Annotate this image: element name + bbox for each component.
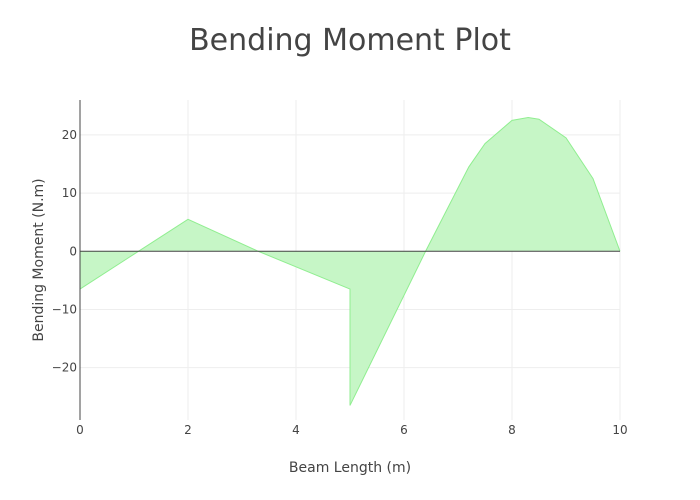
x-tick-label: 8 xyxy=(508,423,516,437)
x-axis-label: Beam Length (m) xyxy=(289,460,411,476)
moment-line xyxy=(79,116,621,406)
x-tick-label: 4 xyxy=(292,423,300,437)
y-tick-label: 20 xyxy=(62,128,77,142)
x-tick-label: 2 xyxy=(184,423,192,437)
moment-area-fill xyxy=(80,117,620,406)
x-tick-label: 10 xyxy=(612,423,627,437)
y-tick-label: 10 xyxy=(62,186,77,200)
y-tick-label: −10 xyxy=(52,302,77,316)
tick-labels: 0 2 4 6 8 10 −20 −10 0 10 20 xyxy=(52,128,628,437)
chart-title: Bending Moment Plot xyxy=(189,23,511,58)
axes xyxy=(79,100,620,420)
y-tick-label: 0 xyxy=(69,244,77,258)
x-tick-label: 0 xyxy=(76,423,84,437)
plot-area xyxy=(79,116,621,406)
y-axis-label: Bending Moment (N.m) xyxy=(31,178,47,341)
y-tick-label: −20 xyxy=(52,361,77,375)
x-tick-label: 6 xyxy=(400,423,408,437)
